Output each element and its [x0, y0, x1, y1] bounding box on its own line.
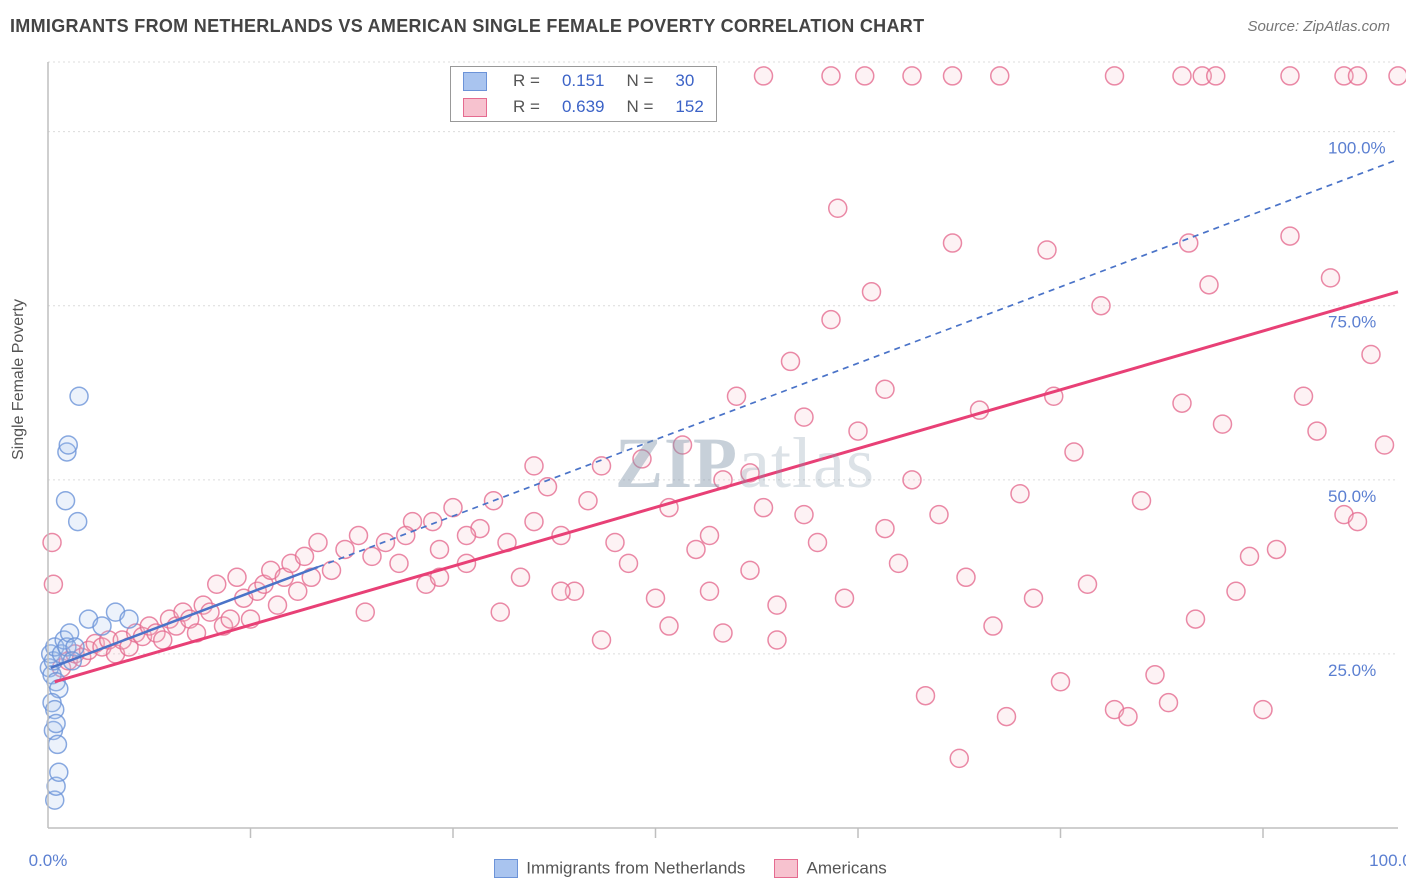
- swatch-pink: [463, 98, 487, 117]
- svg-text:100.0%: 100.0%: [1328, 139, 1386, 158]
- legend-correlation: R = 0.151 N = 30 R = 0.639 N = 152: [450, 66, 717, 122]
- series-label-blue: Immigrants from Netherlands: [526, 859, 745, 878]
- swatch-blue: [463, 72, 487, 91]
- swatch-pink: [774, 859, 798, 878]
- legend-row-pink: R = 0.639 N = 152: [453, 95, 714, 119]
- svg-text:0.0%: 0.0%: [29, 851, 68, 870]
- watermark: ZIPatlas: [615, 422, 875, 505]
- n-label: N =: [616, 95, 663, 119]
- n-label: N =: [616, 69, 663, 93]
- legend-series: Immigrants from Netherlands Americans: [494, 858, 887, 879]
- svg-text:75.0%: 75.0%: [1328, 313, 1376, 332]
- r-label: R =: [503, 95, 550, 119]
- svg-text:100.0%: 100.0%: [1369, 851, 1406, 870]
- r-value-pink: 0.639: [552, 95, 615, 119]
- r-label: R =: [503, 69, 550, 93]
- svg-text:50.0%: 50.0%: [1328, 487, 1376, 506]
- n-value-pink: 152: [665, 95, 713, 119]
- svg-text:25.0%: 25.0%: [1328, 661, 1376, 680]
- swatch-blue: [494, 859, 518, 878]
- n-value-blue: 30: [665, 69, 713, 93]
- legend-row-blue: R = 0.151 N = 30: [453, 69, 714, 93]
- series-label-pink: Americans: [807, 859, 887, 878]
- r-value-blue: 0.151: [552, 69, 615, 93]
